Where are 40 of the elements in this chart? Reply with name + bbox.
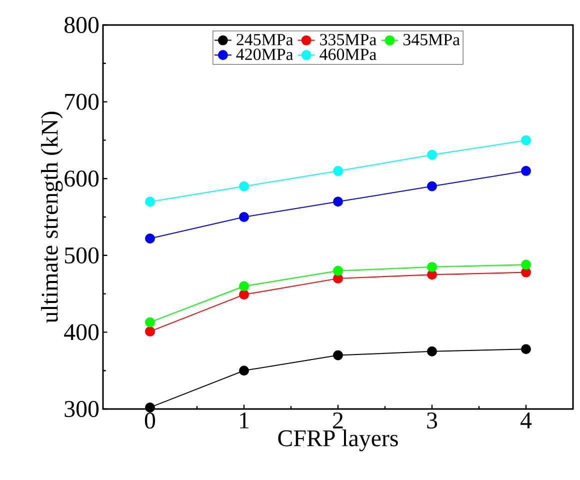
- y-tick-label: 400: [64, 324, 99, 340]
- x-tick-label: 4: [520, 412, 532, 428]
- point: [333, 266, 343, 276]
- legend-label: 345MPa: [403, 34, 460, 46]
- y-tick-label: 600: [64, 170, 99, 187]
- point: [145, 317, 155, 328]
- point: [521, 344, 531, 354]
- legend-label: 460MPa: [320, 48, 376, 60]
- y-tick-label: 700: [65, 94, 99, 110]
- legend-label: 335MPa: [320, 34, 376, 46]
- y-tick-label: 500: [65, 247, 99, 264]
- y-axis-title: ultimate strength (kN): [41, 112, 63, 323]
- point: [239, 212, 249, 222]
- point: [427, 181, 437, 192]
- point: [239, 281, 249, 292]
- y-tick-label: 300: [64, 400, 99, 418]
- point: [521, 166, 531, 176]
- point: [333, 196, 343, 207]
- legend-label: 245MPa: [236, 34, 294, 46]
- x-tick-label: 3: [427, 412, 438, 429]
- point: [333, 350, 343, 360]
- point: [239, 366, 249, 376]
- point: [521, 135, 531, 146]
- point: [521, 260, 531, 270]
- point: [239, 290, 249, 300]
- point: [145, 402, 155, 412]
- y-tick-label: 800: [64, 16, 99, 34]
- point: [427, 346, 437, 356]
- point: [145, 326, 155, 336]
- point: [239, 181, 249, 192]
- x-tick-label: 0: [144, 412, 156, 429]
- x-axis-title: CFRP layers: [278, 430, 398, 452]
- x-tick-label: 2: [333, 412, 343, 428]
- point: [427, 150, 437, 160]
- point: [333, 166, 343, 176]
- x-tick-label: 1: [240, 412, 249, 428]
- point: [145, 234, 155, 244]
- legend-label: 420MPa: [236, 48, 294, 60]
- point: [145, 196, 155, 207]
- point: [427, 262, 437, 272]
